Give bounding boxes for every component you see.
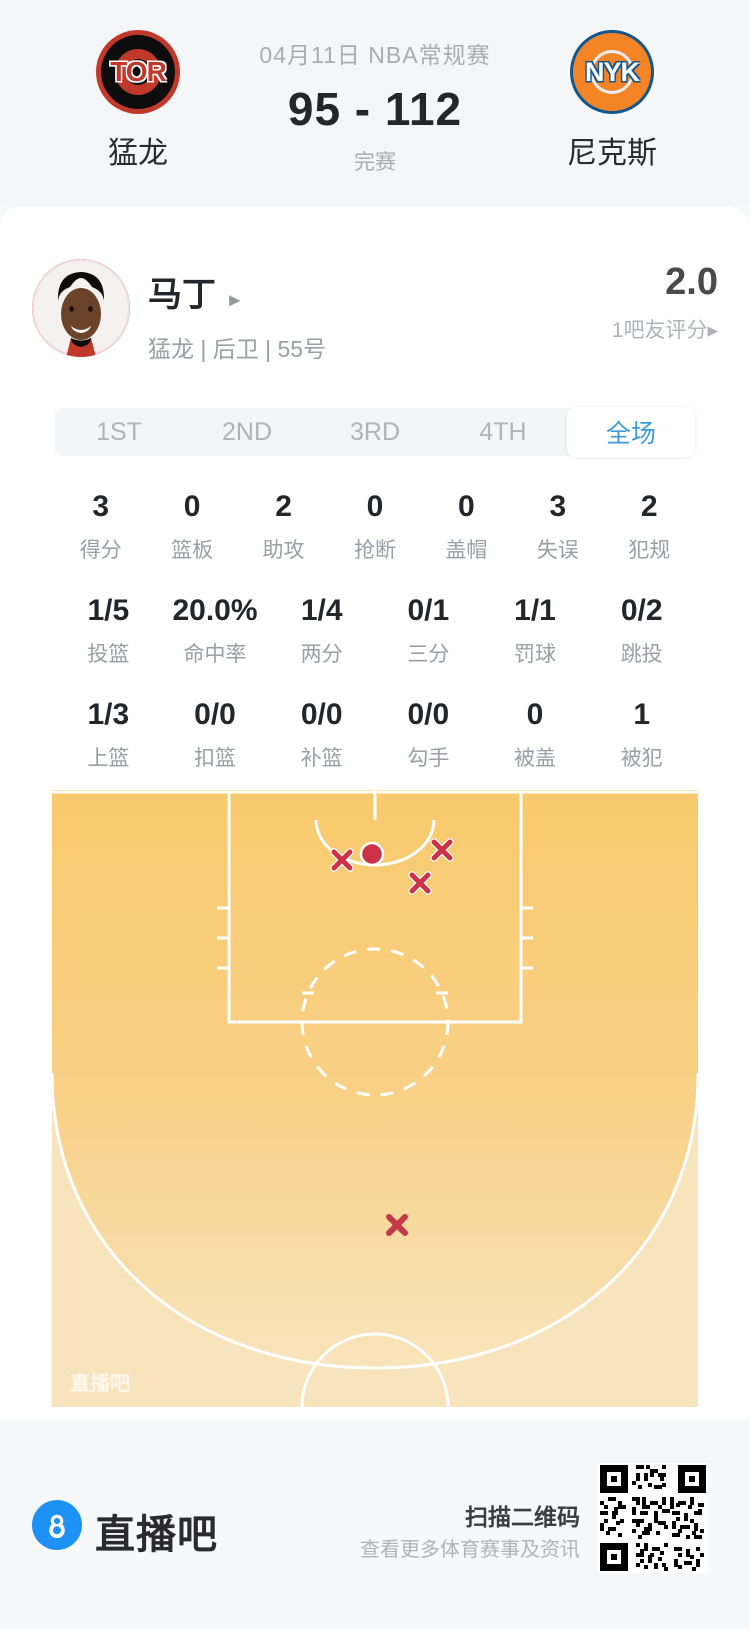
svg-text:直播吧: 直播吧 [70, 1371, 130, 1395]
